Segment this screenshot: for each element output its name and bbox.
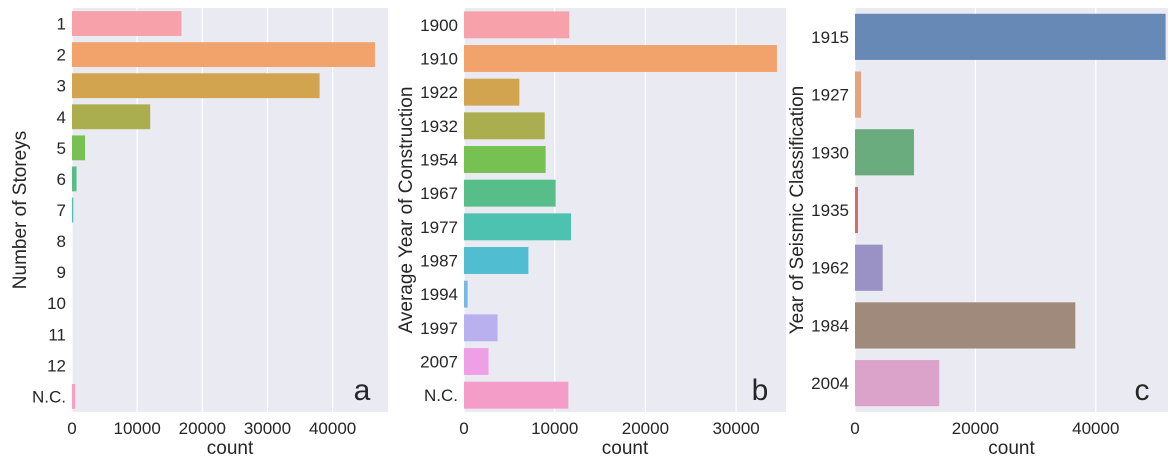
plot-area bbox=[464, 8, 786, 412]
bar-nc bbox=[72, 384, 76, 409]
y-axis-label: Average Year of Construction bbox=[396, 87, 417, 334]
y-tick-label: 1910 bbox=[420, 50, 458, 69]
y-tick-label: 1900 bbox=[420, 16, 458, 35]
panel-letter: b bbox=[752, 374, 769, 407]
bar-1 bbox=[72, 11, 182, 36]
y-tick-label: 1984 bbox=[811, 316, 849, 335]
y-tick-label: 1915 bbox=[811, 28, 849, 47]
bar-3 bbox=[72, 73, 320, 99]
bar-2 bbox=[72, 42, 375, 68]
bar-2004 bbox=[855, 360, 940, 407]
y-tick-label: 1935 bbox=[811, 201, 849, 220]
y-tick-label: 1967 bbox=[420, 184, 458, 203]
y-axis-label: Year of Seismic Classification bbox=[787, 86, 808, 335]
bar-1967 bbox=[464, 179, 556, 207]
panel-a: 0 10000 20000 30000 40000123456789101112N.C.… bbox=[10, 8, 388, 458]
plot-area bbox=[72, 8, 388, 412]
y-tick-label: 1994 bbox=[420, 285, 458, 304]
y-tick-label: 1997 bbox=[420, 319, 458, 338]
y-tick-label: 6 bbox=[57, 170, 66, 189]
y-tick-label: 1987 bbox=[420, 252, 458, 271]
bar-1927 bbox=[855, 71, 862, 118]
bar-1915 bbox=[855, 13, 1166, 60]
bar-7 bbox=[72, 197, 74, 223]
y-tick-label: 1927 bbox=[811, 86, 849, 105]
x-tick-label: 40000 bbox=[309, 419, 356, 438]
y-tick-label: 2 bbox=[57, 46, 66, 65]
bar-6 bbox=[72, 166, 77, 192]
x-axis-label: count bbox=[207, 438, 254, 458]
bar-1962 bbox=[855, 244, 883, 291]
x-tick-label: 10000 bbox=[114, 419, 161, 438]
x-tick-label: 30000 bbox=[712, 419, 759, 438]
y-tick-label: 1962 bbox=[811, 259, 849, 278]
y-tick-label: 1 bbox=[57, 15, 66, 34]
y-tick-label: 3 bbox=[57, 77, 66, 96]
x-tick-label: 30000 bbox=[244, 419, 291, 438]
x-tick-label: 20000 bbox=[179, 419, 226, 438]
y-tick-label: 9 bbox=[57, 263, 66, 282]
y-tick-label: 5 bbox=[57, 139, 66, 158]
bar-1935 bbox=[855, 186, 859, 234]
panel-b: 0 10000 20000 30000 1900 1910 1922 1932 1954 1967… bbox=[396, 8, 786, 458]
y-tick-label: 4 bbox=[57, 108, 66, 127]
x-tick-label: 20000 bbox=[622, 419, 669, 438]
panel-letter: c bbox=[1135, 374, 1150, 407]
bar-1922 bbox=[464, 78, 520, 106]
y-tick-label: 8 bbox=[57, 232, 66, 251]
x-tick-label: 0 bbox=[459, 419, 468, 438]
y-tick-label: 1932 bbox=[420, 117, 458, 136]
y-tick-label: 12 bbox=[47, 356, 66, 375]
bar-1932 bbox=[464, 112, 545, 140]
y-tick-label: 1930 bbox=[811, 143, 849, 162]
bar-1910 bbox=[464, 45, 777, 72]
panel-c: 0 20000 40000 1915 1927 1930 1935 1962 1984 2004 c… bbox=[787, 8, 1168, 458]
bar-nc bbox=[464, 381, 569, 409]
y-tick-label: 1977 bbox=[420, 218, 458, 237]
bar-1954 bbox=[464, 146, 546, 173]
bar-2007 bbox=[464, 348, 489, 375]
bar-1997 bbox=[464, 314, 498, 342]
x-tick-label: 10000 bbox=[531, 419, 578, 438]
plot-area bbox=[855, 8, 1168, 412]
panel-letter: a bbox=[354, 374, 371, 407]
x-tick-label: 0 bbox=[67, 419, 76, 438]
x-tick-label: 40000 bbox=[1072, 419, 1119, 438]
y-tick-label: 7 bbox=[57, 201, 66, 220]
x-tick-label: 0 bbox=[850, 419, 859, 438]
bar-4 bbox=[72, 104, 151, 130]
y-tick-label: 10 bbox=[47, 294, 66, 313]
x-tick-label: 20000 bbox=[952, 419, 999, 438]
y-tick-label: 2007 bbox=[420, 353, 458, 372]
bar-1987 bbox=[464, 247, 529, 274]
bar-1977 bbox=[464, 213, 572, 241]
y-axis-label: Number of Storeys bbox=[10, 131, 31, 289]
y-tick-label: 2004 bbox=[811, 374, 849, 393]
y-tick-label: N.C. bbox=[32, 387, 66, 406]
y-tick-label: 1922 bbox=[420, 83, 458, 102]
bar-5 bbox=[72, 135, 86, 161]
bar-1930 bbox=[855, 129, 914, 176]
bar-1900 bbox=[464, 11, 570, 39]
bar-1994 bbox=[464, 280, 468, 308]
x-axis-label: count bbox=[602, 438, 649, 458]
y-tick-label: N.C. bbox=[424, 386, 458, 405]
y-tick-label: 1954 bbox=[420, 151, 458, 170]
y-tick-label: 11 bbox=[48, 325, 66, 344]
bar-1984 bbox=[855, 302, 1076, 349]
x-axis-label: count bbox=[988, 438, 1035, 458]
